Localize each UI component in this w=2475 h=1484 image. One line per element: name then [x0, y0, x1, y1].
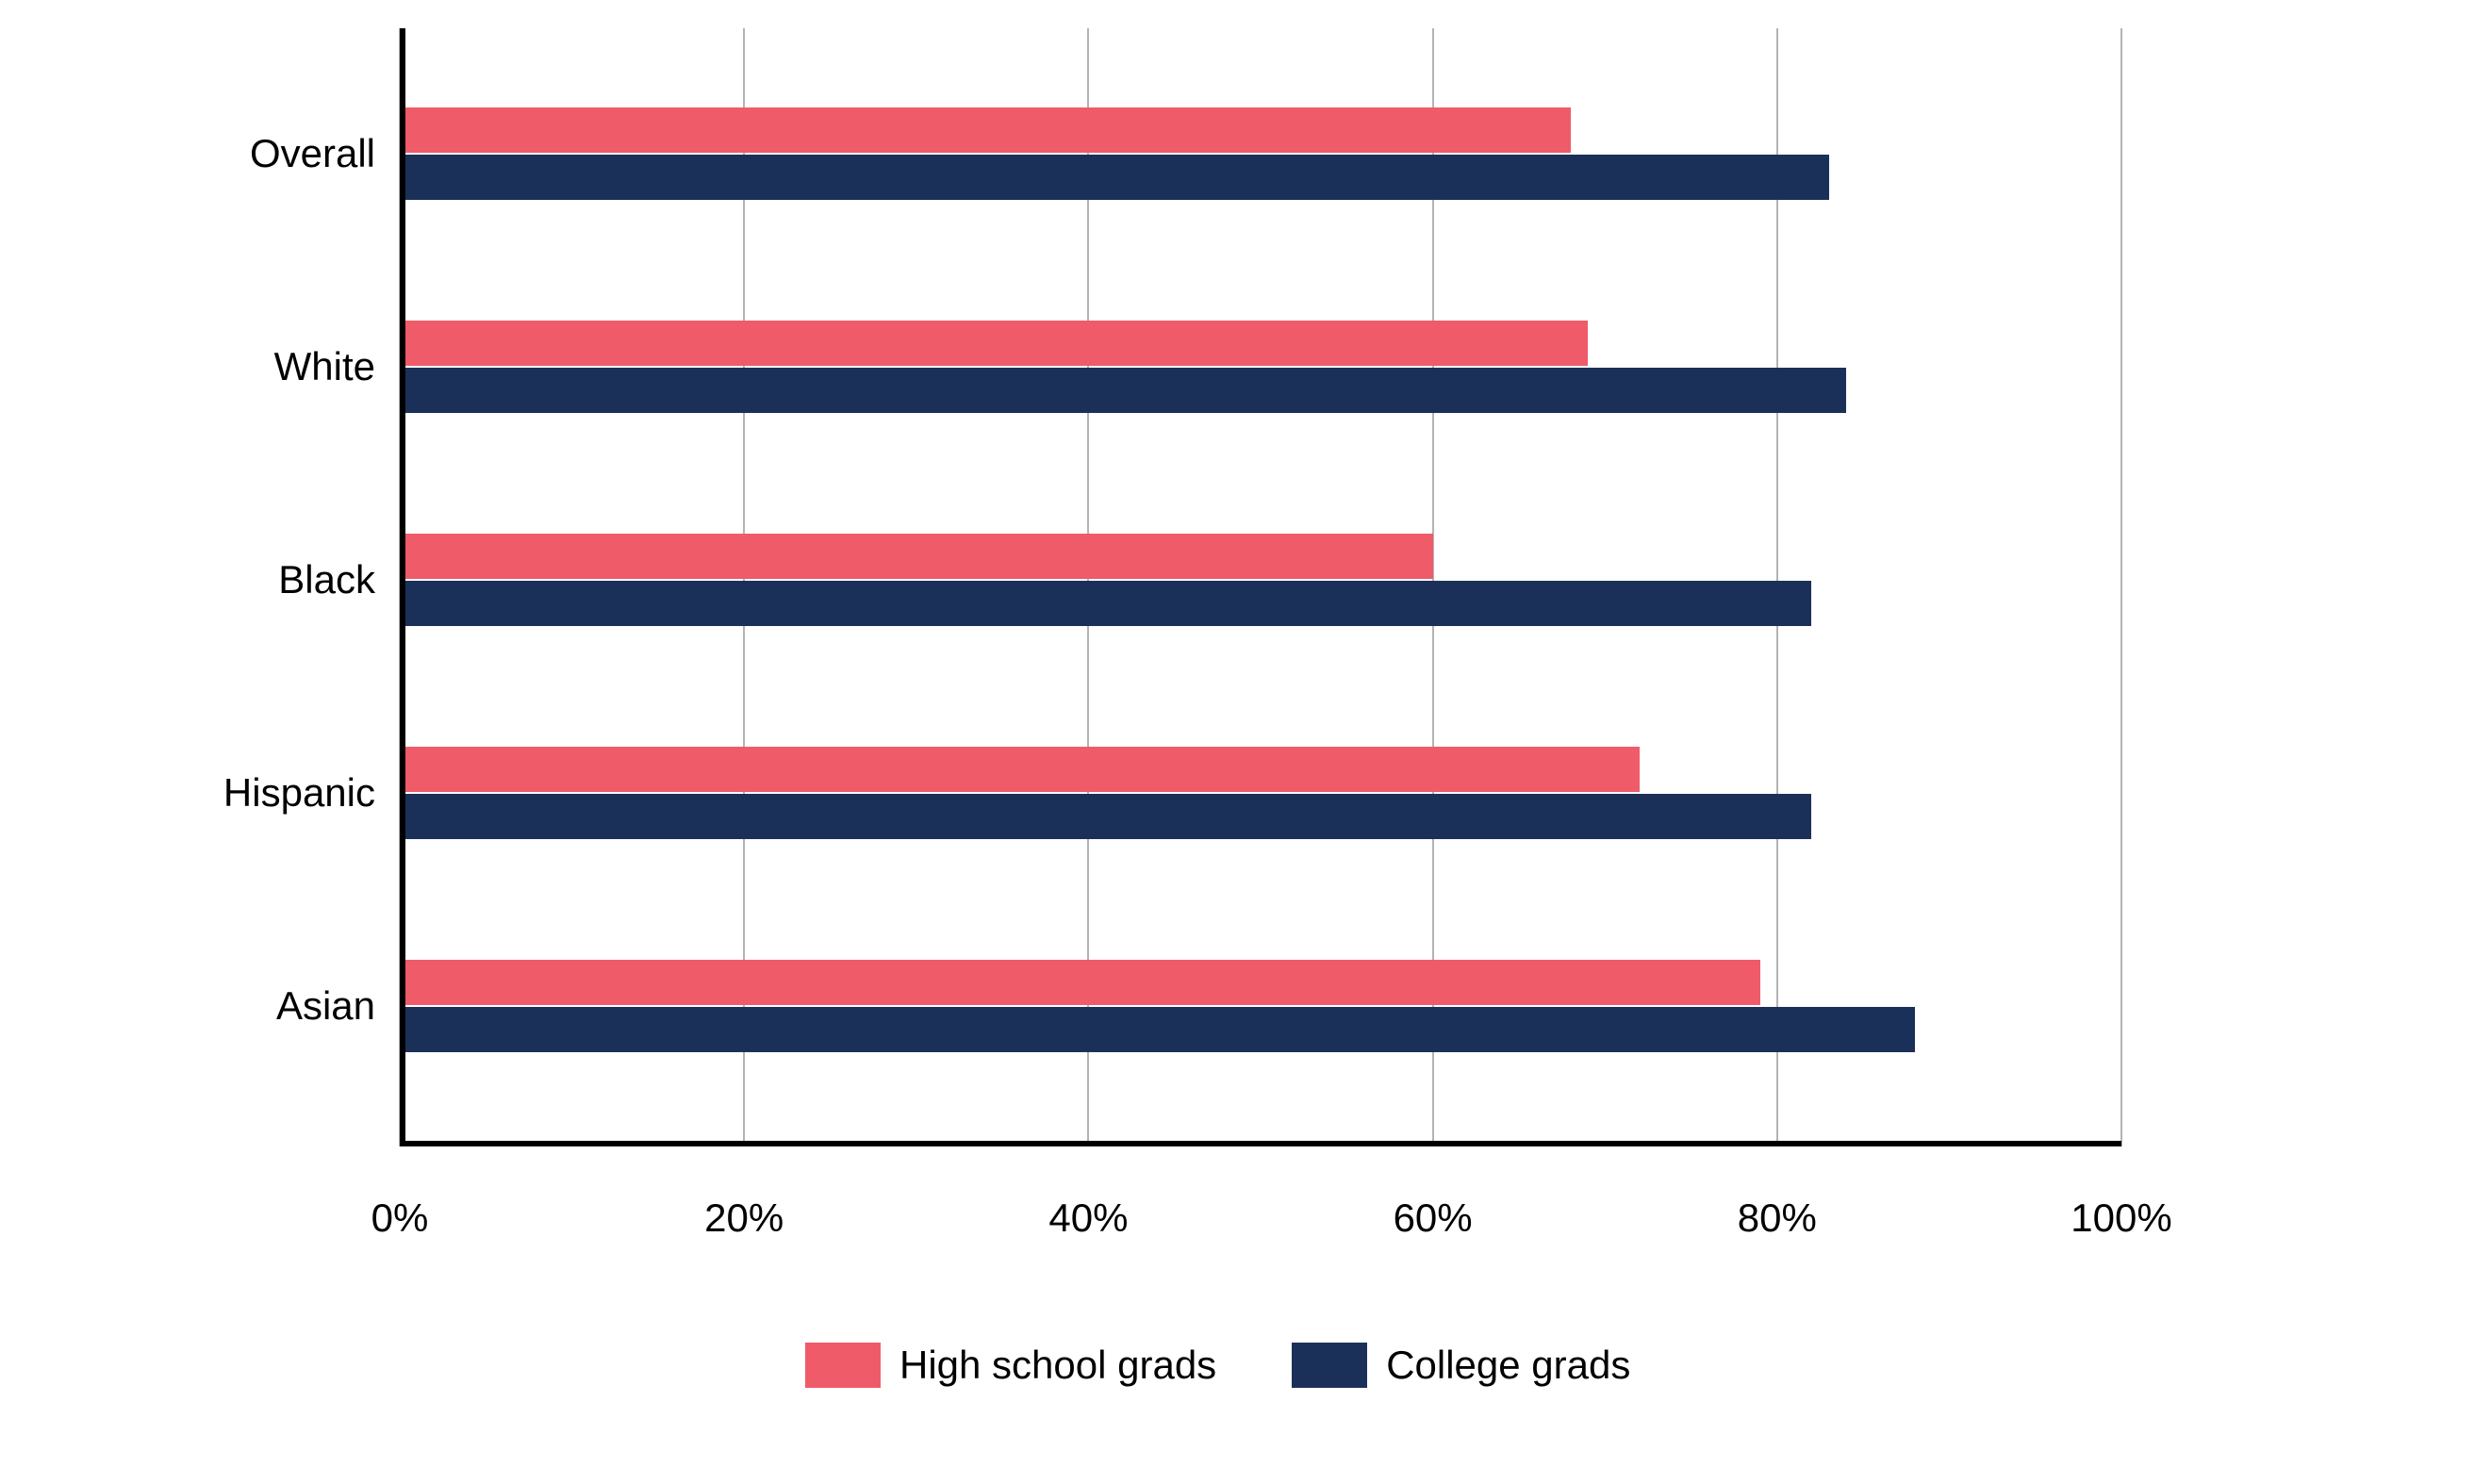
bar — [400, 960, 1760, 1005]
y-tick-label: Overall — [250, 131, 375, 176]
legend-item: High school grads — [805, 1343, 1216, 1388]
x-tick-label: 40% — [1048, 1195, 1128, 1241]
bar — [400, 1007, 1915, 1052]
x-tick-label: 80% — [1738, 1195, 1817, 1241]
legend: High school grads College grads — [805, 1343, 1630, 1388]
x-tick-label: 100% — [2071, 1195, 2171, 1241]
bar — [400, 747, 1640, 792]
legend-swatch — [1292, 1343, 1367, 1388]
y-axis-line — [400, 28, 405, 1146]
gridline — [2120, 28, 2122, 1146]
bar-chart: Overall White Black Hispanic Asian 0% 20% 40% 6… — [0, 0, 2475, 1484]
bar — [400, 581, 1811, 626]
legend-label: College grads — [1386, 1343, 1630, 1388]
plot-area — [400, 28, 2121, 1146]
legend-label: High school grads — [899, 1343, 1216, 1388]
legend-swatch — [805, 1343, 881, 1388]
bar — [400, 368, 1846, 413]
legend-item: College grads — [1292, 1343, 1630, 1388]
bar — [400, 107, 1571, 153]
y-tick-label: Asian — [276, 983, 375, 1029]
bar — [400, 321, 1588, 366]
x-tick-label: 20% — [704, 1195, 784, 1241]
bar — [400, 155, 1829, 200]
x-tick-label: 60% — [1394, 1195, 1473, 1241]
x-tick-label: 0% — [371, 1195, 429, 1241]
y-tick-label: Black — [278, 557, 375, 602]
bar — [400, 534, 1433, 579]
bar — [400, 794, 1811, 839]
y-tick-label: Hispanic — [223, 770, 375, 816]
x-axis-line — [400, 1141, 2121, 1146]
y-tick-label: White — [274, 344, 375, 389]
